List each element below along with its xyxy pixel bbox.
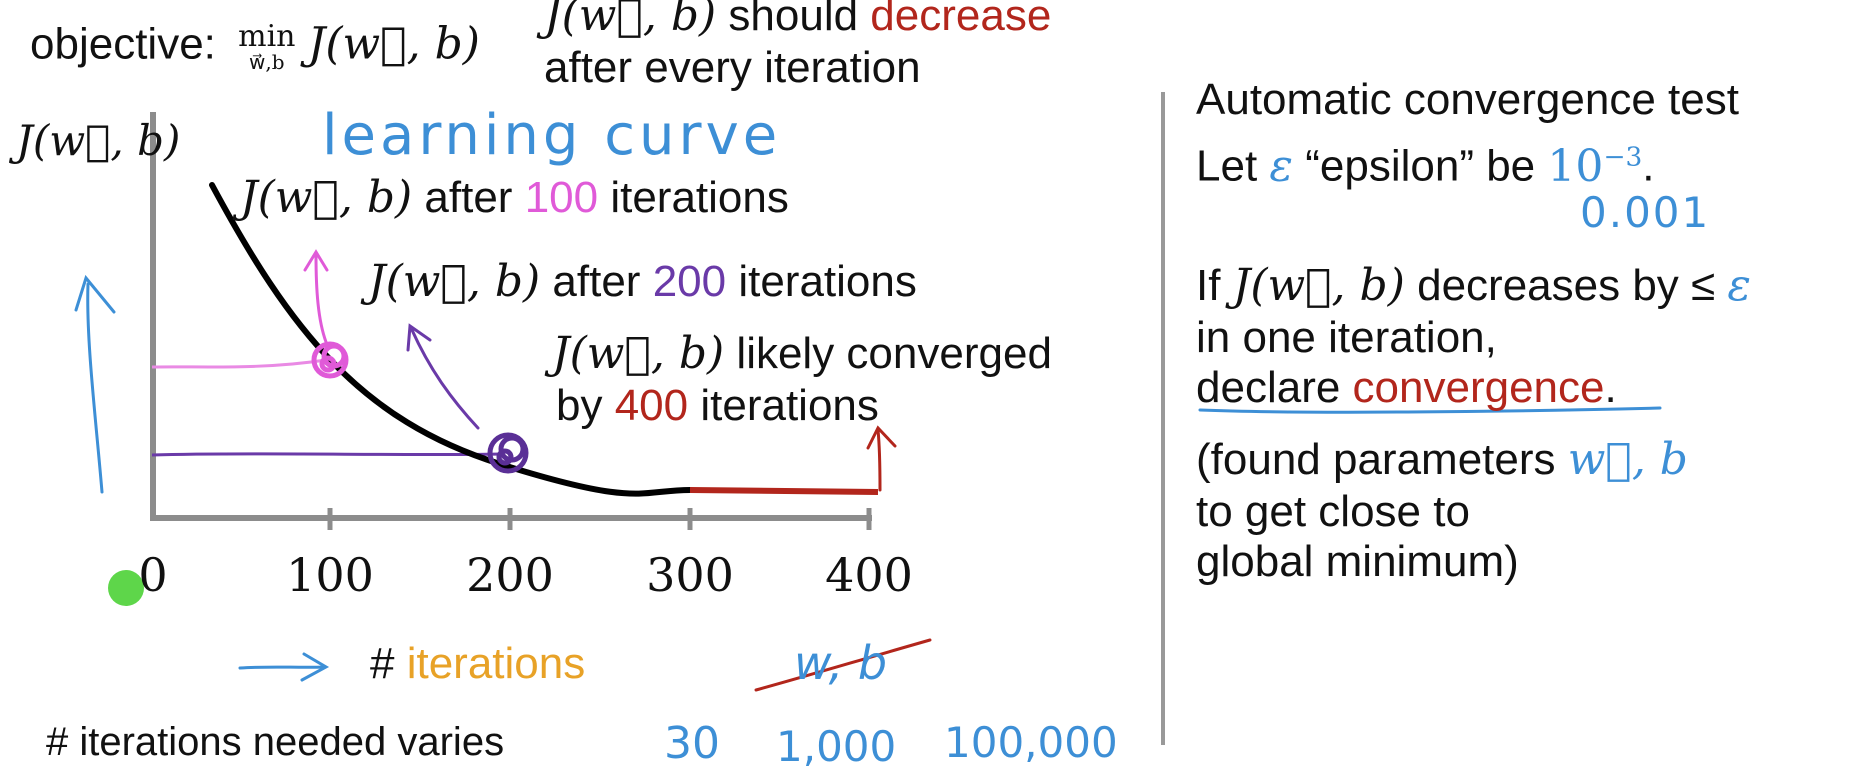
level-line-200 <box>151 452 503 457</box>
if-line: If J(w⃗, b) decreases by ≤ ε <box>1196 264 1751 308</box>
epsilon-handwritten: 0.001 <box>1580 188 1711 237</box>
if-expr: J(w⃗, b) <box>1232 260 1405 311</box>
epsilon-value: 10−3 <box>1547 141 1642 192</box>
y-axis-label: J(w⃗, b) <box>16 116 181 165</box>
annotation-200-expr: J(w⃗, b) <box>368 256 541 307</box>
arrow-400 <box>866 425 897 492</box>
if-epsilon: ε <box>1727 260 1752 311</box>
x-tick-label: 100 <box>286 548 374 602</box>
iterations-value-100000: 100,000 <box>944 718 1118 767</box>
bottom-note: # iterations needed varies <box>46 720 505 764</box>
crossed-out-wb: w, b <box>794 636 888 690</box>
found-prefix: (found parameters <box>1196 435 1568 484</box>
x-tick-label: 400 <box>825 548 913 602</box>
epsilon-base: 10 <box>1547 140 1604 192</box>
top-note-mid: should <box>716 0 871 40</box>
annotation-400-text: likely converged <box>724 329 1052 378</box>
annotation-400-line1: J(w⃗, b) likely converged <box>552 332 1052 376</box>
annotation-200-post: iterations <box>726 257 917 306</box>
x-tick-label: 0 <box>138 548 168 602</box>
converged-segment <box>689 487 879 495</box>
annotation-100-pre: after <box>412 173 525 222</box>
annotation-100: J(w⃗, b) after 100 iterations <box>240 176 789 220</box>
top-note-line1: J(w⃗, b) should decrease <box>544 0 1051 38</box>
arrow-100 <box>303 249 329 344</box>
min-operator: min w⃗,b <box>238 19 296 74</box>
annotation-400-line2: by 400 iterations <box>556 384 879 428</box>
annotation-100-num: 100 <box>524 173 599 222</box>
marker-200 <box>487 432 529 474</box>
found-line1: (found parameters w⃗, b <box>1196 438 1688 482</box>
declare-prefix: declare <box>1196 363 1353 412</box>
if-suffix: decreases by ≤ <box>1404 261 1728 310</box>
annotation-400-expr: J(w⃗, b) <box>552 328 725 379</box>
declare-end: . <box>1604 363 1617 412</box>
annotation-200-pre: after <box>540 257 653 306</box>
epsilon-exponent: −3 <box>1603 141 1643 172</box>
annotation-100-post: iterations <box>598 173 789 222</box>
objective-expr: J(w⃗, b) <box>307 18 480 70</box>
annotation-400-num: 400 <box>614 381 689 430</box>
learning-curve <box>209 182 693 497</box>
annotation-100-expr: J(w⃗, b) <box>240 172 413 223</box>
marker-100 <box>311 341 349 379</box>
arrow-200 <box>406 323 480 430</box>
top-note-decrease: decrease <box>870 0 1052 40</box>
declare-line: declare convergence. <box>1196 366 1617 410</box>
iteration-line: in one iteration, <box>1196 313 1497 362</box>
x-axis-label-prefix: # <box>370 639 407 688</box>
iterations-value-1000: 1,000 <box>776 722 897 771</box>
top-note-expr: J(w⃗, b) <box>544 0 717 41</box>
iterations-value-30: 30 <box>664 718 720 769</box>
epsilon-let: Let <box>1196 141 1270 191</box>
epsilon-period: . <box>1642 141 1655 191</box>
annotation-400-post: iterations <box>688 381 879 430</box>
epsilon-symbol: ε <box>1269 140 1294 192</box>
x-tick-label: 300 <box>646 548 734 602</box>
found-line2: to get close to <box>1196 487 1470 536</box>
objective-label: objective: <box>30 19 216 69</box>
min-word: min <box>238 19 296 54</box>
x-axis-label-word: iterations <box>406 639 586 688</box>
level-line-100 <box>151 358 327 369</box>
annotation-200: J(w⃗, b) after 200 iterations <box>368 260 917 304</box>
declare-underline <box>1198 406 1662 414</box>
min-subscript: w⃗,b <box>249 50 285 74</box>
top-note-line2: after every iteration <box>544 43 921 92</box>
y-arrow <box>74 274 116 494</box>
cross-out-stroke <box>754 638 932 692</box>
found-line3: global minimum) <box>1196 537 1519 586</box>
cursor-dot <box>108 570 144 606</box>
annotation-200-num: 200 <box>652 257 727 306</box>
annotation-400-pre: by <box>556 381 615 430</box>
x-axis-label: # iterations <box>370 642 585 686</box>
if-prefix: If <box>1196 261 1233 310</box>
panel-title: Automatic convergence test <box>1196 75 1739 124</box>
epsilon-line: Let ε “epsilon” be 10−3. <box>1196 140 1655 192</box>
found-params: w⃗, b <box>1567 434 1688 485</box>
x-tick-label: 200 <box>466 548 554 602</box>
epsilon-word: “epsilon” be <box>1293 141 1548 191</box>
x-arrow <box>238 652 330 682</box>
objective-line: objective: min w⃗,b J(w⃗, b) <box>30 18 480 74</box>
learning-curve-title: learning curve <box>322 103 782 168</box>
declare-word: convergence <box>1352 363 1605 412</box>
